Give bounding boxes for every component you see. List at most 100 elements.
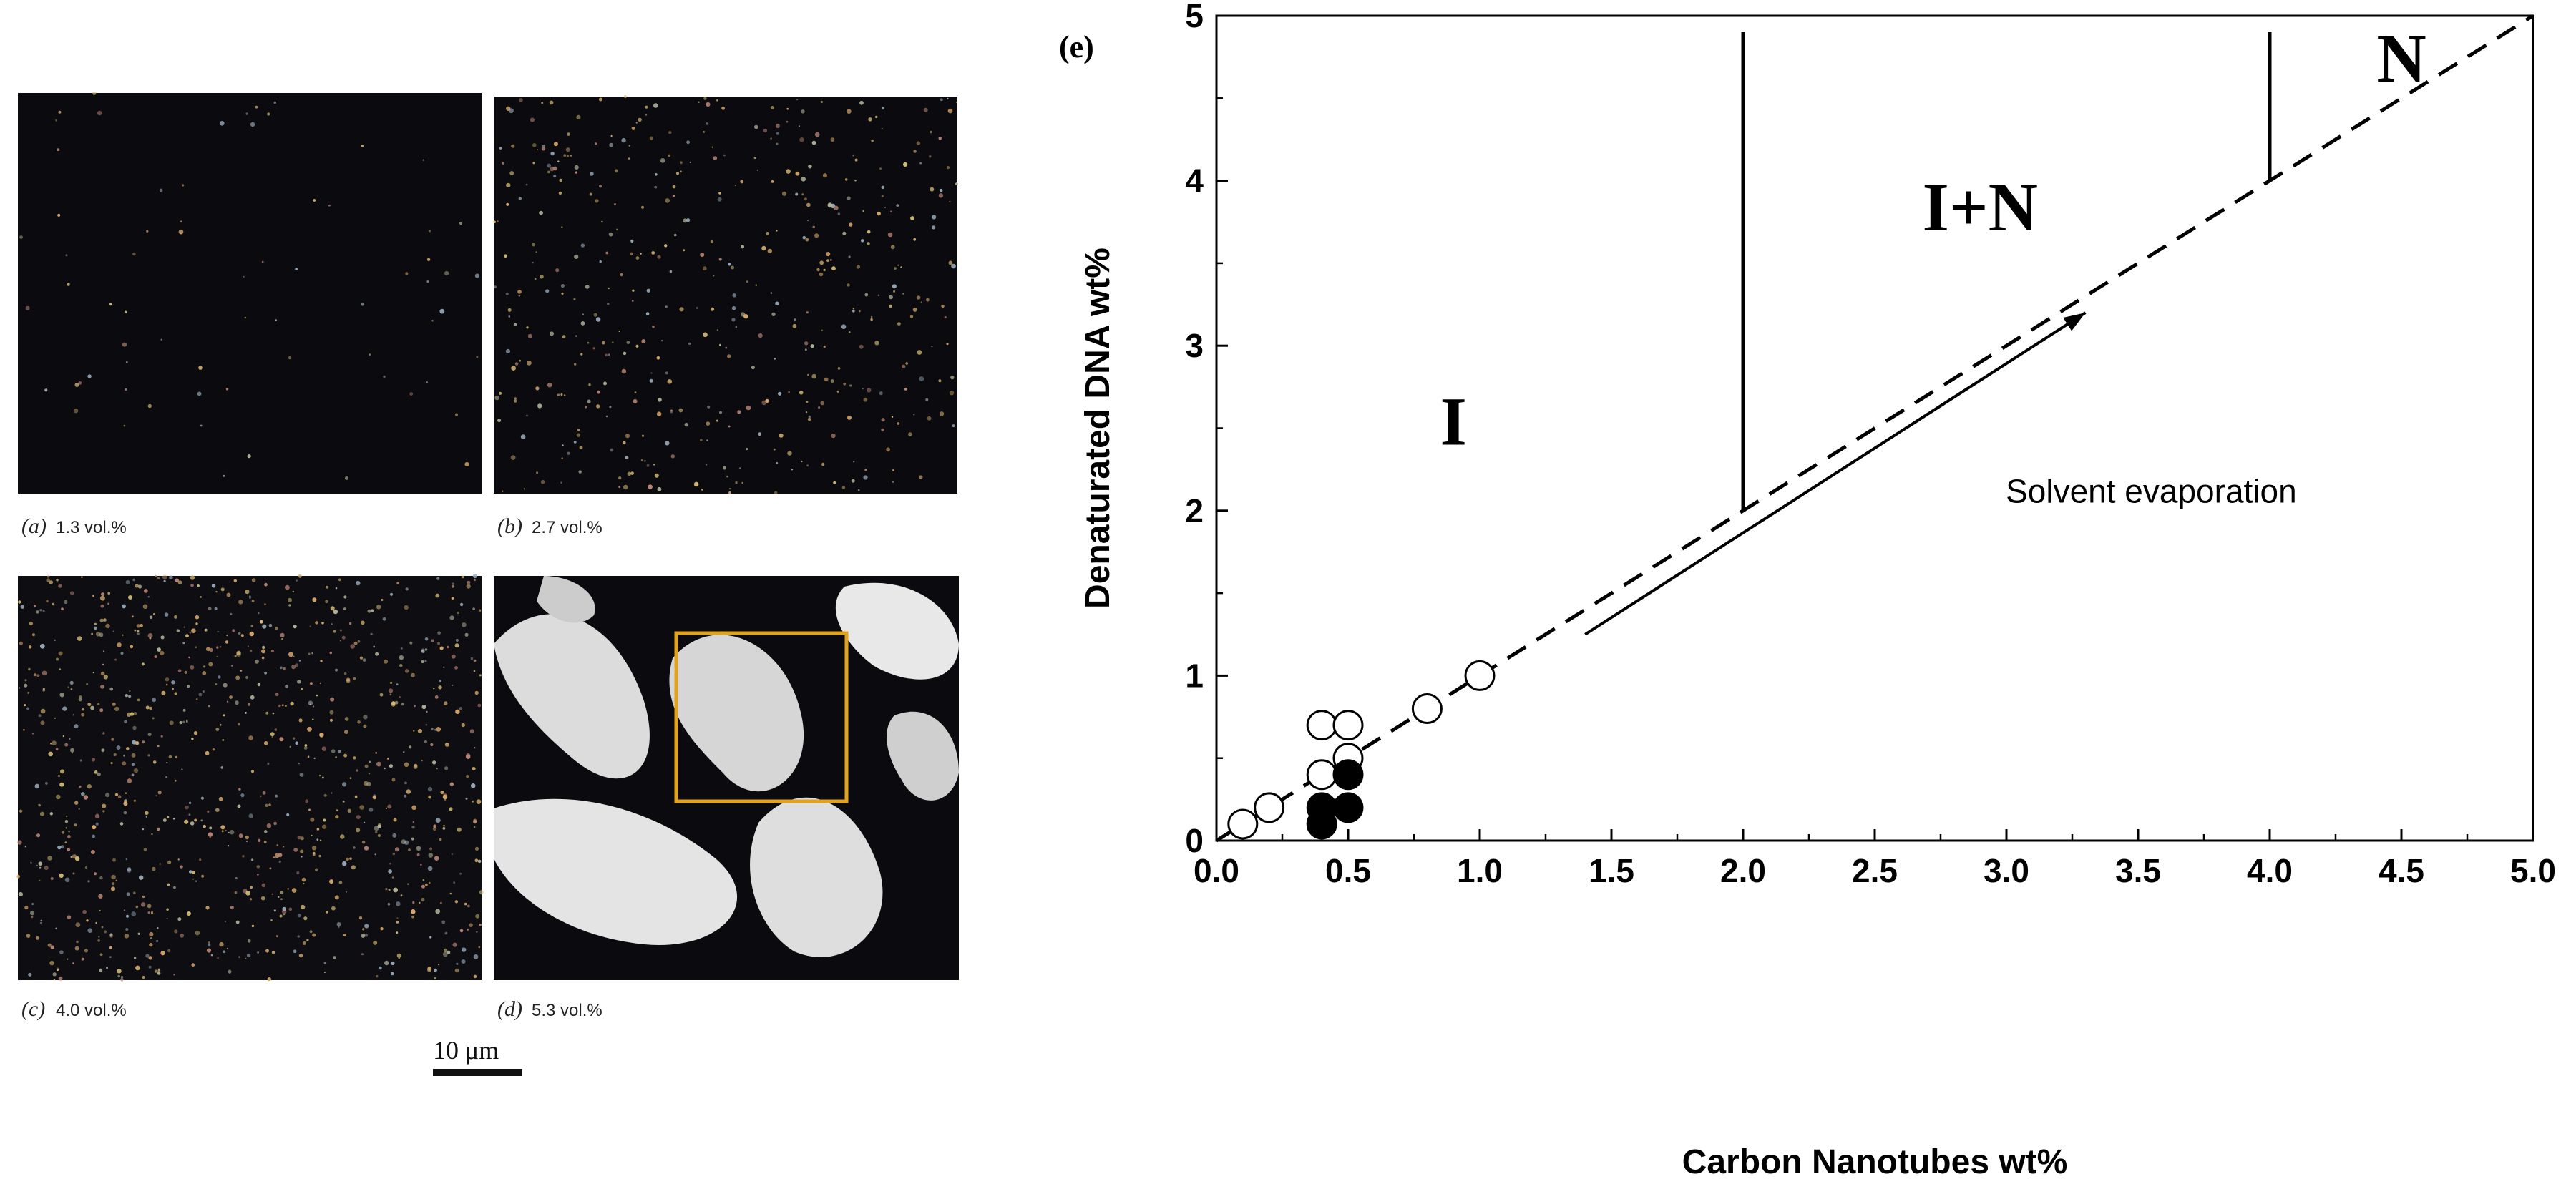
micrograph-speck <box>123 424 126 427</box>
micrograph-speck <box>654 185 658 189</box>
micrograph-speck <box>36 610 39 614</box>
micrograph-speck <box>238 956 240 958</box>
micrograph-speck <box>595 142 597 145</box>
micrograph-speck <box>225 921 226 923</box>
micrograph-speck <box>513 399 517 403</box>
micrograph-speck <box>726 475 728 478</box>
micrograph-speck <box>863 475 868 480</box>
micrograph-speck <box>303 916 308 921</box>
micrograph-speck <box>147 633 153 638</box>
micrograph-speck <box>281 704 284 707</box>
micrograph-speck <box>599 260 602 263</box>
micrograph-speck <box>804 197 807 201</box>
micrograph-speck <box>333 609 338 615</box>
micrograph-speck <box>301 856 303 858</box>
micrograph-speck <box>300 904 306 910</box>
micrograph-speck <box>464 632 469 637</box>
micrograph-speck <box>761 245 766 251</box>
micrograph-speck <box>618 476 622 480</box>
micrograph-speck <box>28 972 32 977</box>
micrograph-speck <box>296 579 298 582</box>
micrograph-speck <box>549 100 554 105</box>
micrograph-speck <box>262 624 267 629</box>
micrograph-speck <box>275 319 277 321</box>
micrograph-speck <box>84 866 88 869</box>
micrograph-speck <box>238 723 240 726</box>
micrograph-speck <box>36 833 41 838</box>
micrograph-speck <box>443 701 448 705</box>
micrograph-speck <box>226 947 228 949</box>
micrograph-speck <box>339 629 342 632</box>
micrograph-speck <box>179 720 182 725</box>
micrograph-speck <box>223 683 228 688</box>
micrograph-speck <box>623 94 628 99</box>
micrograph-speck <box>610 448 614 452</box>
micrograph-speck <box>313 757 316 759</box>
micrograph-speck <box>577 429 580 431</box>
micrograph-speck <box>383 375 386 378</box>
micrograph-speck <box>207 810 210 813</box>
micrograph-speck <box>223 714 225 717</box>
micrograph-speck <box>323 793 327 797</box>
micrograph-speck <box>148 965 152 969</box>
micrograph-speck <box>379 693 384 697</box>
micrograph-speck <box>465 797 468 800</box>
micrograph-speck <box>47 943 52 947</box>
micrograph-speck <box>346 677 351 682</box>
micrograph-speck <box>209 836 212 838</box>
micrograph-speck <box>364 933 369 937</box>
micrograph-speck <box>301 688 303 690</box>
micrograph-speck <box>466 584 471 589</box>
micrograph-speck <box>740 180 744 184</box>
micrograph-speck <box>620 273 623 277</box>
micrograph-speck <box>197 584 200 587</box>
micrograph-speck <box>635 122 638 124</box>
micrograph-speck <box>125 579 130 584</box>
micrograph-speck <box>938 137 942 140</box>
micrograph-speck <box>801 460 803 463</box>
micrograph-speck <box>434 695 439 699</box>
micrograph-speck <box>309 930 313 934</box>
micrograph-speck <box>560 481 562 484</box>
micrograph-speck <box>83 795 89 800</box>
micrograph-speck <box>904 387 907 391</box>
micrograph-speck <box>716 329 719 331</box>
micrograph-speck <box>245 675 249 680</box>
micrograph-speck <box>300 836 304 841</box>
micrograph-speck <box>437 642 440 645</box>
micrograph-speck <box>288 604 291 607</box>
micrograph-speck <box>875 115 878 119</box>
micrograph-speck <box>657 486 662 491</box>
micrograph-speck <box>364 924 369 929</box>
micrograph-speck <box>111 738 114 741</box>
micrograph-speck <box>92 92 97 95</box>
micrograph-speck <box>511 144 515 148</box>
micrograph-speck <box>70 856 72 858</box>
micrograph-speck <box>304 744 308 747</box>
micrograph-speck <box>107 602 110 605</box>
micrograph-speck <box>258 838 261 843</box>
micrograph-speck <box>38 803 41 807</box>
micrograph-speck <box>384 659 389 664</box>
micrograph-speck <box>312 705 315 708</box>
micrograph-speck <box>608 232 613 237</box>
micrograph-speck <box>776 230 778 232</box>
micrograph-speck <box>459 872 462 875</box>
micrograph-speck <box>349 777 352 779</box>
micrograph-speck <box>39 811 45 816</box>
micrograph-speck <box>248 813 253 818</box>
micrograph-speck <box>861 239 864 243</box>
micrograph-speck <box>411 915 414 919</box>
micrograph-speck <box>361 953 364 956</box>
micrograph-speck <box>39 879 41 882</box>
micrograph-speck <box>437 631 441 635</box>
micrograph-speck <box>137 584 142 589</box>
micrograph-speck <box>67 915 72 919</box>
micrograph-speck <box>618 331 620 332</box>
micrograph-speck <box>372 795 376 800</box>
micrograph-speck <box>316 828 320 831</box>
micrograph-speck <box>74 724 79 729</box>
micrograph-speck <box>688 342 691 345</box>
micrograph-speck <box>782 191 787 196</box>
micrograph-speck <box>250 122 255 127</box>
